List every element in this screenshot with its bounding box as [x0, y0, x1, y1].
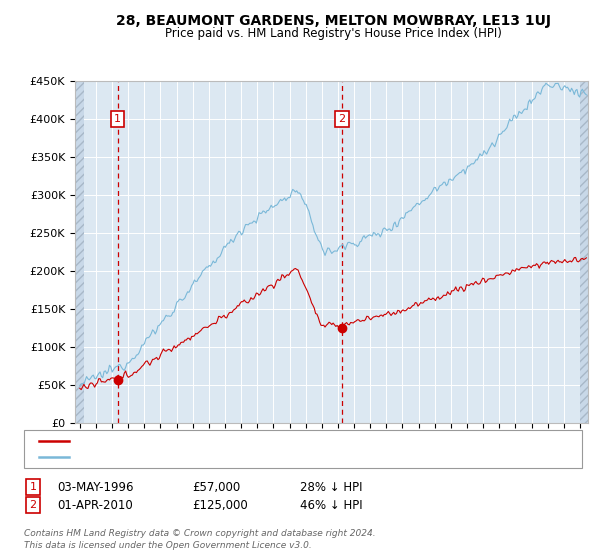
Text: 1: 1 — [29, 482, 37, 492]
Text: Price paid vs. HM Land Registry's House Price Index (HPI): Price paid vs. HM Land Registry's House … — [164, 27, 502, 40]
Text: 2: 2 — [29, 500, 37, 510]
Text: Contains HM Land Registry data © Crown copyright and database right 2024.
This d: Contains HM Land Registry data © Crown c… — [24, 529, 376, 550]
Text: 28, BEAUMONT GARDENS, MELTON MOWBRAY, LE13 1UJ (detached house): 28, BEAUMONT GARDENS, MELTON MOWBRAY, LE… — [72, 436, 459, 446]
Text: HPI: Average price, detached house, Melton: HPI: Average price, detached house, Melt… — [72, 452, 300, 462]
Text: 28% ↓ HPI: 28% ↓ HPI — [300, 480, 362, 494]
Text: 46% ↓ HPI: 46% ↓ HPI — [300, 498, 362, 512]
Text: £57,000: £57,000 — [192, 480, 240, 494]
Bar — [580, 81, 588, 423]
Text: 01-APR-2010: 01-APR-2010 — [57, 498, 133, 512]
Text: £125,000: £125,000 — [192, 498, 248, 512]
Bar — [75, 81, 84, 423]
Bar — [580, 81, 588, 423]
Text: 28, BEAUMONT GARDENS, MELTON MOWBRAY, LE13 1UJ: 28, BEAUMONT GARDENS, MELTON MOWBRAY, LE… — [116, 14, 551, 28]
Bar — [75, 81, 84, 423]
Text: 03-MAY-1996: 03-MAY-1996 — [57, 480, 133, 494]
Text: 1: 1 — [114, 114, 121, 124]
Text: 2: 2 — [338, 114, 346, 124]
